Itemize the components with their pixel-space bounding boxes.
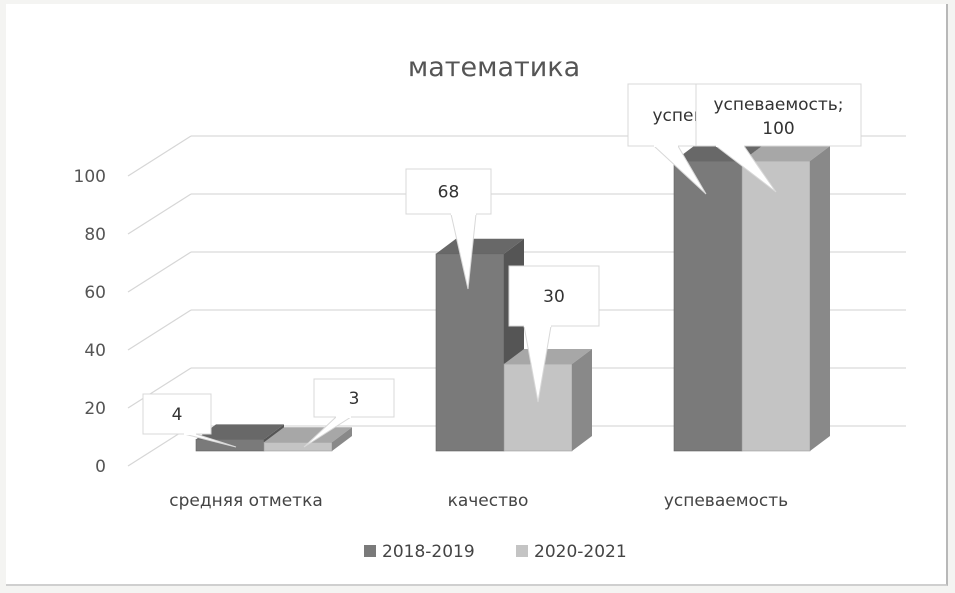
data-label-text: 3 xyxy=(349,389,360,409)
y-tick-label: 60 xyxy=(84,283,106,303)
bar-top xyxy=(264,427,352,443)
bar-front xyxy=(263,441,333,452)
data-label-box xyxy=(313,378,395,418)
bar-top xyxy=(504,349,592,364)
legend-swatch xyxy=(516,545,528,557)
legend-swatch xyxy=(364,545,376,557)
y-tick-label: 100 xyxy=(74,167,106,187)
bar-top xyxy=(742,146,830,161)
gridline-floor xyxy=(127,193,192,235)
data-label-text: 4 xyxy=(172,405,183,425)
chart-svg: математика 0 20 40 60 80 100 средняя отметка к… xyxy=(74,52,906,562)
gridline-floor xyxy=(127,135,192,177)
gridline-floor xyxy=(127,367,192,409)
data-label: 30 xyxy=(508,265,600,403)
bar-side xyxy=(572,349,592,451)
gridline-floor xyxy=(127,309,192,351)
y-tick-label: 80 xyxy=(84,225,106,245)
x-category-label: успеваемость xyxy=(664,491,788,511)
bar-front xyxy=(673,160,743,452)
bar-front xyxy=(741,160,811,452)
data-label-box xyxy=(405,168,492,215)
y-tick-label: 20 xyxy=(84,399,106,419)
chart-container: математика 0 20 40 60 80 100 средняя отметка к… xyxy=(6,4,948,586)
x-category-label: средняя отметка xyxy=(169,491,323,511)
data-label: успеваемость; 100 xyxy=(695,83,862,193)
data-label: 4 xyxy=(142,393,237,448)
bar-top xyxy=(196,424,284,440)
legend-label: 2018-2019 xyxy=(382,542,475,562)
data-label-text: успев xyxy=(653,106,704,126)
data-label-box xyxy=(142,393,212,435)
data-label: 3 xyxy=(303,378,395,448)
data-label: 68 xyxy=(405,168,492,290)
legend-label: 2020-2021 xyxy=(534,542,627,562)
bar-side xyxy=(810,146,830,451)
data-label-text: 68 xyxy=(438,183,460,203)
data-label-text: 30 xyxy=(543,287,565,307)
bar-side xyxy=(332,427,352,451)
bar-front xyxy=(435,253,505,452)
chart-title: математика xyxy=(408,52,580,83)
data-label-box xyxy=(508,265,600,327)
y-tick-label: 0 xyxy=(95,457,106,477)
gridline-floor xyxy=(127,251,192,293)
x-category-label: качество xyxy=(448,491,529,511)
data-label-box xyxy=(695,83,862,147)
data-label-text: успеваемость; xyxy=(713,95,843,115)
y-tick-label: 40 xyxy=(84,341,106,361)
data-label-text: 100 xyxy=(762,119,794,139)
